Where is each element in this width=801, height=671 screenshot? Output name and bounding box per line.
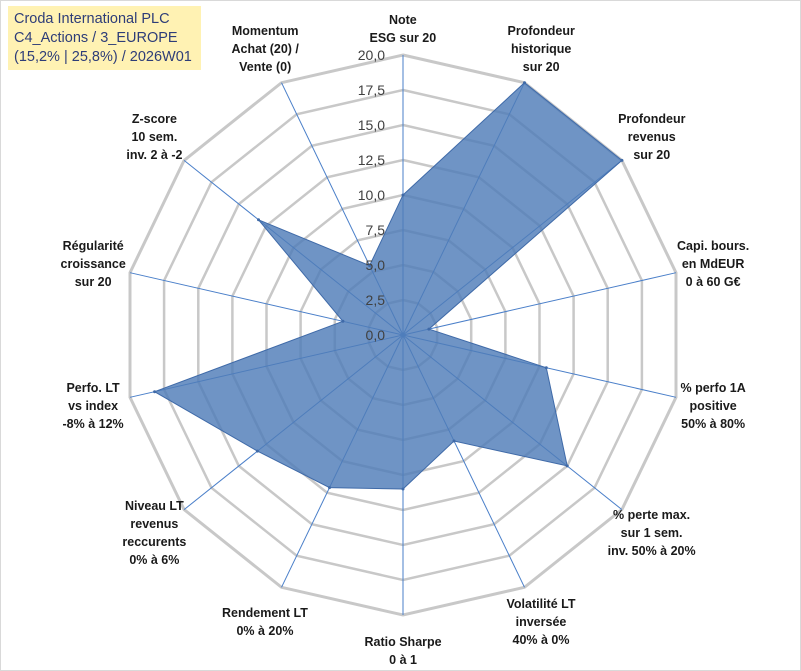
axis-label: Profondeur historique sur 20 (508, 22, 575, 76)
data-point (368, 264, 372, 268)
axis-label-line: -8% à 12% (62, 416, 124, 431)
axis-label-line: ESG sur 20 (369, 31, 437, 45)
axis-label: Momentum Achat (20) / Vente (0) (232, 22, 299, 76)
tick-label: 15,0 (358, 117, 385, 133)
axis-label-line: Rendement LT (222, 605, 308, 620)
axis-label: Régularité croissance sur 20 (61, 237, 126, 291)
axis-label: Rendement LT 0% à 20% (222, 604, 308, 640)
axis-label-line: 0 à 60 G€ (685, 275, 741, 290)
axis-label: Perfo. LT vs index -8% à 12% (63, 379, 124, 433)
data-point (427, 327, 431, 331)
data-point (565, 464, 569, 468)
series-area (153, 82, 623, 490)
data-point (341, 319, 345, 323)
axis-label-line: inv. 2 à -2 (126, 147, 183, 162)
data-point (523, 81, 526, 85)
tick-label: 10,0 (358, 187, 385, 203)
axis-label-line: % perfo 1A (680, 380, 746, 395)
axis-label-line: historique (510, 41, 572, 56)
data-point (328, 486, 331, 490)
data-point (257, 218, 260, 222)
axis-spoke (402, 272, 677, 336)
axis-label-line: Ratio Sharpe (364, 635, 442, 649)
axis-label-line: sur 20 (633, 147, 671, 162)
tick-label: 7,5 (366, 222, 386, 238)
axis-label-line: Volatilité LT (506, 596, 576, 611)
axis-label-line: Vente (0) (239, 59, 292, 74)
axis-label: Volatilité LT inversée 40% à 0% (507, 595, 576, 649)
axis-label-line: 40% à 0% (512, 632, 570, 647)
axis-label-line: 0% à 20% (236, 623, 294, 638)
axis-label-line: positive (689, 398, 737, 413)
axis-label-line: 10 sem. (131, 129, 178, 144)
title-line-category: C4_Actions / 3_EUROPE (14, 30, 178, 46)
axis-label-line: inversée (515, 614, 567, 629)
axis-label: Profondeur revenus sur 20 (618, 110, 685, 164)
axis-label-line: Achat (20) / (231, 41, 299, 56)
axis-label-line: vs index (68, 398, 119, 413)
axis-label-line: Momentum (231, 23, 299, 38)
axis-label-line: revenus (627, 129, 676, 144)
axis-label-line: Niveau LT (124, 499, 184, 514)
axis-label-line: inv. 50% à 20% (607, 544, 696, 559)
axis-label: Capi. bours. en MdEUR 0 à 60 G€ (677, 237, 749, 291)
tick-label: 12,5 (358, 152, 385, 168)
tick-label: 0,0 (366, 327, 386, 343)
axis-label: Note ESG sur 20 (370, 11, 437, 47)
axis-label-line: revenus (130, 517, 179, 532)
chart-title-box: Croda International PLC C4_Actions / 3_E… (8, 6, 201, 70)
tick-label: 5,0 (366, 257, 386, 273)
data-point (544, 366, 548, 370)
axis-label-line: Capi. bours. (677, 239, 750, 254)
axis-label-line: Z-score (131, 111, 177, 126)
axis-label-line: sur 1 sem. (620, 526, 683, 541)
axis-label: % perte max. sur 1 sem. inv. 50% à 20% (608, 506, 696, 560)
axis-label-line: 50% à 80% (681, 416, 746, 431)
axis-label-line: Profondeur (507, 23, 575, 38)
data-point (401, 193, 405, 197)
axis-label-line: Perfo. LT (66, 380, 120, 395)
axis-label: Ratio Sharpe 0 à 1 (365, 633, 442, 669)
data-point (401, 487, 405, 491)
axis-label-line: Régularité (62, 239, 124, 254)
axis-label-line: croissance (60, 257, 126, 272)
axis-label: % perfo 1A positive 50% à 80% (681, 379, 746, 433)
title-line-company: Croda International PLC (14, 11, 170, 27)
tick-label: 2,5 (366, 292, 386, 308)
title-line-period: (15,2% | 25,8%) / 2026W01 (14, 49, 192, 65)
axis-label-line: en MdEUR (681, 257, 745, 272)
tick-label: 20,0 (358, 47, 385, 63)
data-point (452, 439, 456, 443)
axis-label-line: reccurents (122, 535, 187, 550)
data-point (620, 158, 624, 162)
axis-label-line: 0 à 1 (389, 653, 417, 667)
data-point (153, 390, 157, 394)
axis-label: Niveau LT revenus reccurents 0% à 6% (122, 497, 186, 569)
axis-label-line: Profondeur (618, 111, 686, 126)
axis-label-line: sur 20 (74, 275, 112, 290)
tick-label: 17,5 (358, 82, 385, 98)
axis-label-line: Note (388, 13, 417, 27)
data-point (255, 449, 259, 453)
axis-label-line: 0% à 6% (129, 553, 180, 568)
axis-label: Z-score 10 sem. inv. 2 à -2 (126, 110, 182, 164)
axis-label-line: % perte max. (613, 508, 691, 523)
axis-label-line: sur 20 (522, 59, 560, 74)
